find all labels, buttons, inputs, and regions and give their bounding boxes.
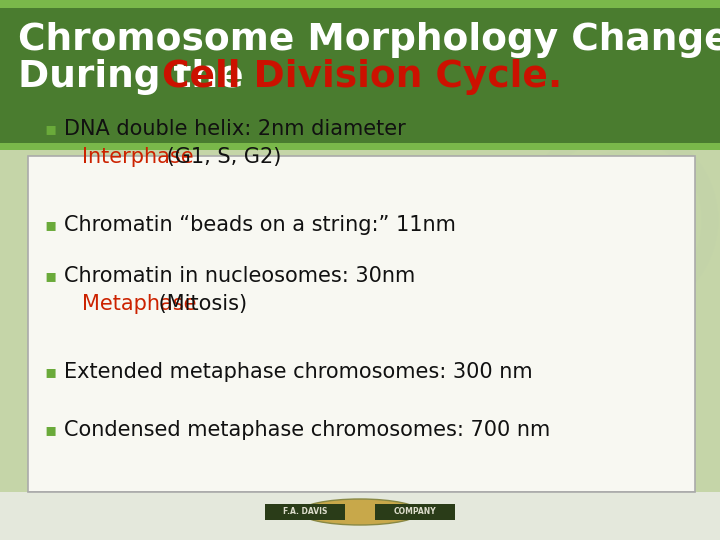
Ellipse shape	[300, 499, 420, 525]
Text: Extended metaphase chromosomes: 300 nm: Extended metaphase chromosomes: 300 nm	[64, 362, 533, 382]
FancyBboxPatch shape	[0, 0, 720, 8]
Text: COMPANY: COMPANY	[394, 508, 436, 516]
Text: Condensed metaphase chromosomes: 700 nm: Condensed metaphase chromosomes: 700 nm	[64, 420, 550, 440]
Text: Chromosome Morphology Changes: Chromosome Morphology Changes	[18, 22, 720, 58]
Text: Interphase: Interphase	[82, 147, 194, 167]
FancyBboxPatch shape	[375, 504, 455, 520]
Text: Chromatin in nucleosomes: 30nm: Chromatin in nucleosomes: 30nm	[64, 266, 415, 286]
Text: Metaphase: Metaphase	[82, 294, 197, 314]
Text: ▪: ▪	[44, 421, 56, 439]
Text: Chromatin “beads on a string:” 11nm: Chromatin “beads on a string:” 11nm	[64, 215, 456, 235]
FancyBboxPatch shape	[28, 156, 695, 492]
Text: ▪: ▪	[44, 216, 56, 234]
FancyBboxPatch shape	[265, 504, 345, 520]
Text: F.A. DAVIS: F.A. DAVIS	[283, 508, 327, 516]
Text: (G1, S, G2): (G1, S, G2)	[160, 147, 282, 167]
FancyBboxPatch shape	[0, 0, 720, 150]
Text: DNA double helix: 2nm diameter: DNA double helix: 2nm diameter	[64, 119, 406, 139]
Text: Cell Division Cycle.: Cell Division Cycle.	[162, 59, 562, 95]
Text: (Mitosis): (Mitosis)	[152, 294, 247, 314]
Text: ▪: ▪	[44, 363, 56, 381]
Text: ▪: ▪	[44, 267, 56, 285]
Text: During the: During the	[18, 59, 256, 95]
FancyBboxPatch shape	[0, 143, 720, 150]
FancyBboxPatch shape	[0, 492, 720, 540]
Text: ▪: ▪	[44, 120, 56, 138]
